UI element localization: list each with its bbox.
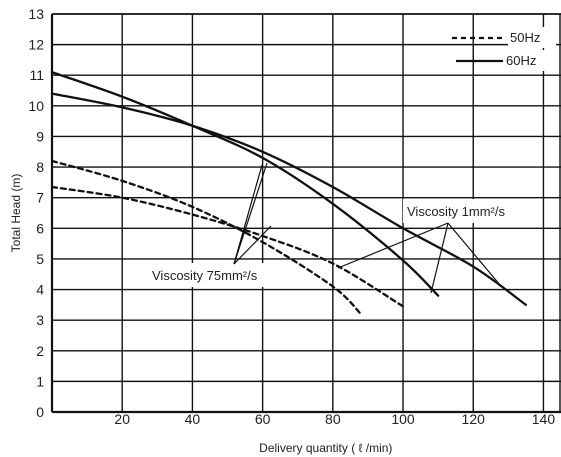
x-tick-label: 120 (462, 411, 486, 427)
y-tick-label: 10 (28, 98, 44, 114)
x-tick-label: 80 (325, 411, 341, 427)
y-tick-label: 12 (28, 37, 44, 53)
y-tick-label: 7 (36, 190, 44, 206)
legend-label-2: 60Hz (506, 53, 536, 68)
annotation-leader-1b (447, 222, 501, 286)
y-tick-label: 11 (29, 67, 44, 83)
x-tick-label: 20 (114, 411, 130, 427)
x-tick-label: 140 (532, 411, 556, 427)
y-axis-title: Total Head (m) (9, 174, 23, 253)
y-tick-label: 2 (36, 343, 44, 359)
x-axis-title: Delivery quantity ( ℓ /min) (259, 441, 392, 455)
annotation-bg-1 (403, 199, 537, 223)
annotation-leader-2c (233, 227, 246, 265)
annotation-leader-1a (430, 222, 449, 294)
x-tick-label: 60 (255, 411, 271, 427)
legend-label-bg-1 (508, 27, 556, 48)
series-line-2 (50, 71, 440, 297)
series-layer (50, 71, 528, 316)
annotation-leader-1c (337, 222, 449, 269)
y-tick-label: 6 (36, 220, 44, 236)
series-line-3 (50, 185, 405, 308)
x-tick-label: 40 (185, 411, 201, 427)
y-tick-label: 5 (36, 251, 44, 267)
x-tick-label: 100 (391, 411, 415, 427)
y-tick-label: 4 (36, 282, 44, 298)
plot-frame (50, 13, 561, 414)
grid-layer (52, 13, 561, 413)
y-tick-label: 8 (36, 159, 44, 175)
y-tick-label: 0 (36, 404, 44, 420)
annotation-viscosity-1: Viscosity 1mm²/s (407, 204, 505, 219)
y-tick-label: 9 (36, 128, 44, 144)
legend: 50Hz 60Hz (452, 27, 556, 71)
legend-label-1: 50Hz (510, 30, 540, 45)
y-tick-label: 13 (28, 6, 44, 22)
legend-label-bg-2 (504, 50, 552, 71)
annotation-layer: Viscosity 1mm²/s Viscosity 75mm²/s (149, 162, 537, 294)
annotation-bg-2 (149, 263, 281, 287)
y-tick-label: 1 (36, 373, 44, 389)
annotation-viscosity-2: Viscosity 75mm²/s (152, 268, 258, 283)
series-line-4 (50, 159, 363, 316)
annotation-leader-2d (233, 225, 272, 265)
y-tick-label: 3 (36, 312, 44, 328)
series-line-1 (50, 92, 528, 306)
